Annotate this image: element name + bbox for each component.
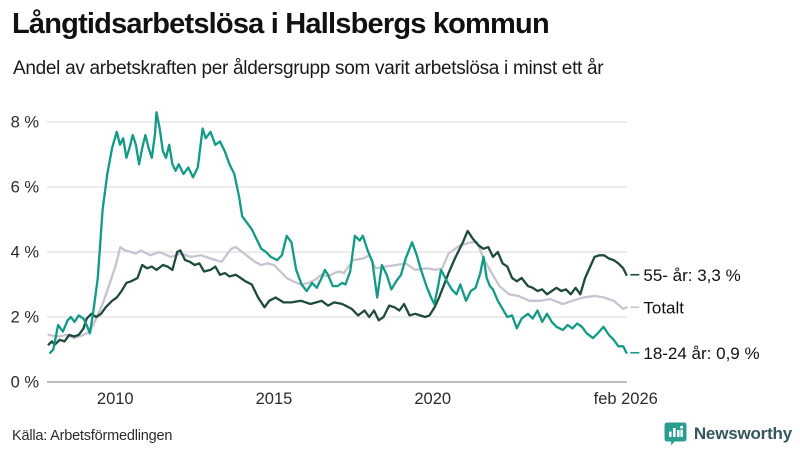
y-tick-label-6: 6 %: [11, 179, 40, 197]
chart-area: 0 % 2 % 4 % 6 % 8 % 2010 2015 2020 feb 2026 55- å…: [0, 95, 800, 415]
line-chart: 0 % 2 % 4 % 6 % 8 % 2010 2015 2020 feb 2026 55- å…: [11, 111, 760, 408]
series-end-label-55-r: 55- år: 3,3 %: [643, 266, 740, 285]
chart-title: Långtidsarbetslösa i Hallsbergs kommun: [12, 8, 550, 40]
newsworthy-logo-icon: [664, 422, 687, 445]
series-line-18-24r: [49, 111, 628, 354]
y-tick-label-2: 2 %: [11, 309, 40, 327]
series-end-label-Totalt: Totalt: [643, 298, 684, 317]
y-tick-label-8: 8 %: [11, 114, 40, 132]
newsworthy-brand: Newsworthy: [664, 420, 792, 448]
source-note: Källa: Arbetsförmedlingen: [12, 428, 173, 444]
x-tick-label-2020: 2020: [414, 390, 451, 408]
y-tick-label-0: 0 %: [11, 374, 40, 392]
chart-subtitle: Andel av arbetskraften per åldersgrupp s…: [13, 58, 604, 79]
series-line-55-r: [47, 229, 628, 346]
y-tick-label-4: 4 %: [11, 244, 40, 262]
newsworthy-wordmark: Newsworthy: [693, 424, 792, 443]
series-end-label-18-24r: 18-24 år: 0,9 %: [643, 344, 759, 363]
x-tick-label-2010: 2010: [97, 390, 134, 408]
series-line-Totalt: [47, 241, 628, 340]
x-tick-label-feb-2026: feb 2026: [594, 390, 658, 408]
x-tick-label-2015: 2015: [256, 390, 293, 408]
